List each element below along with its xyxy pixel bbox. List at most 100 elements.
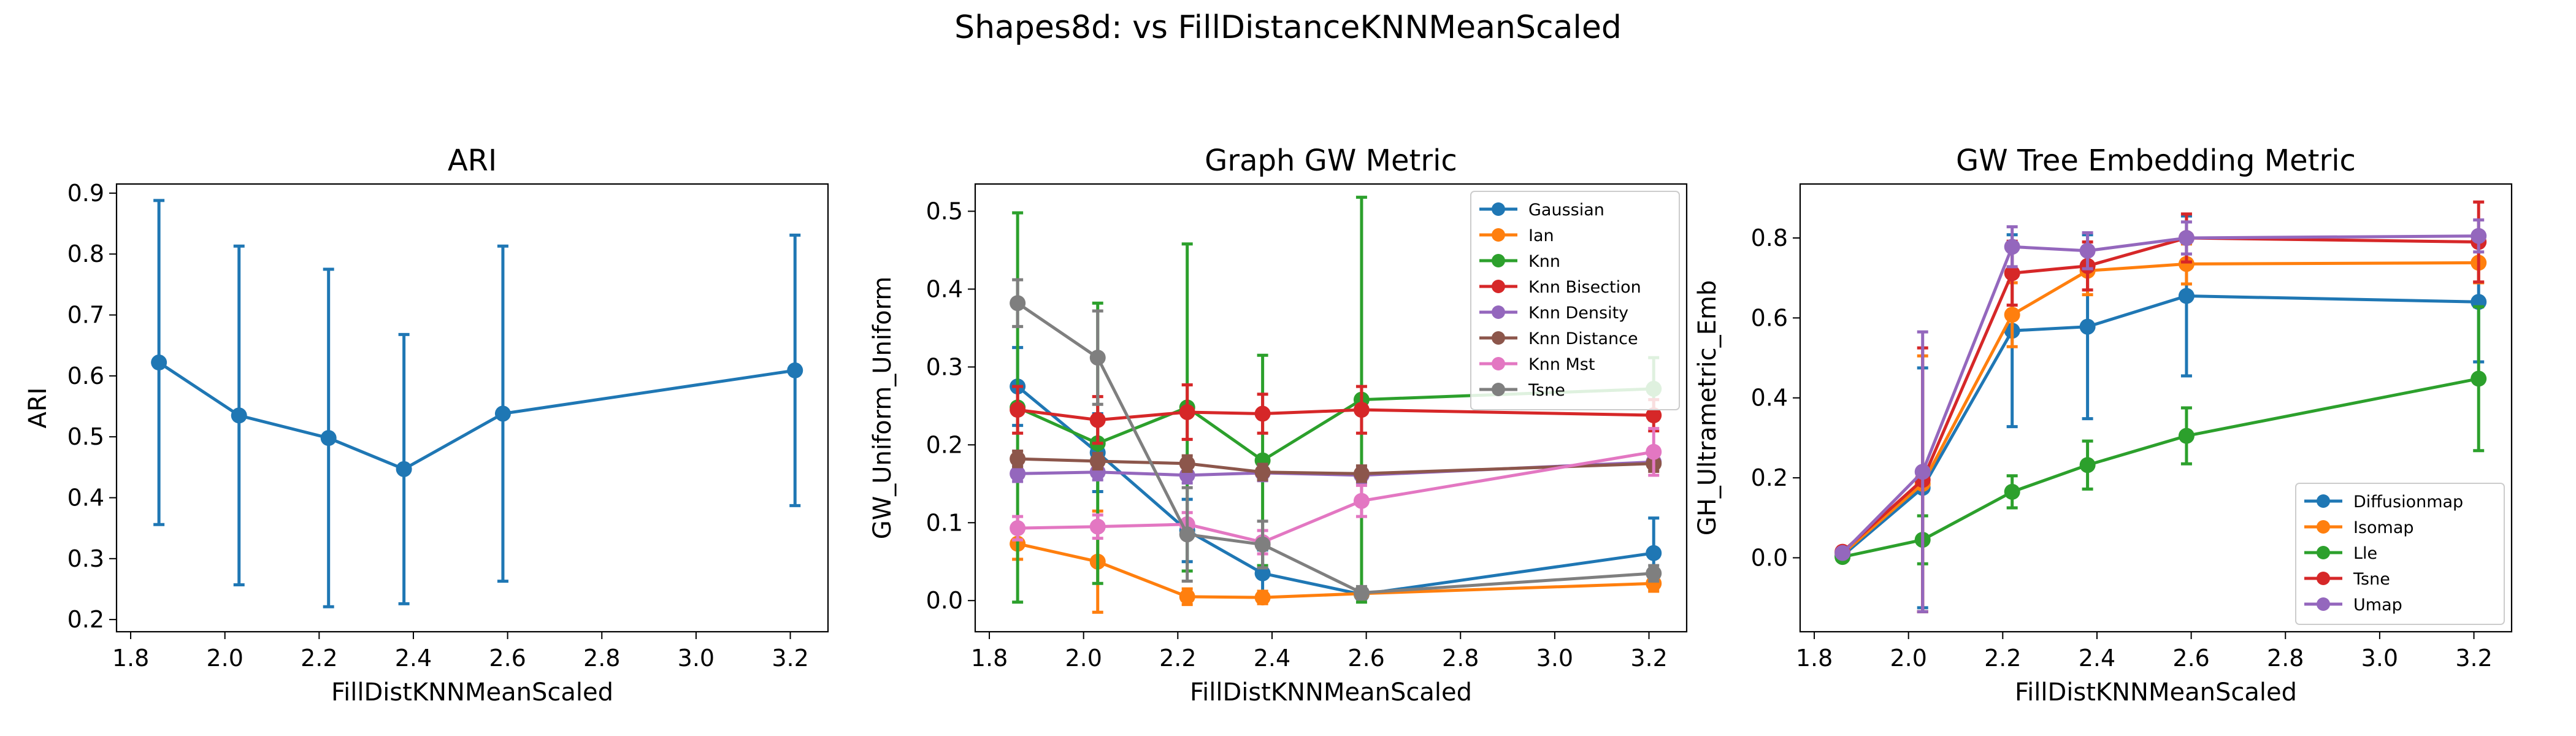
series-line: [1017, 387, 1654, 462]
series-knn-bisection: [1010, 383, 1662, 445]
legend-label: Lle: [2353, 544, 2377, 563]
data-point: [396, 461, 412, 477]
data-point: [1254, 405, 1271, 422]
y-tick-label: 0.4: [67, 484, 104, 511]
legend-label: Gaussian: [1528, 201, 1604, 220]
data-point: [2178, 427, 2195, 444]
y-tick-label: 0.6: [1751, 304, 1788, 331]
y-tick-label: 0.3: [926, 353, 963, 380]
x-tick-label: 3.0: [678, 645, 715, 672]
chart-panel-2: GW Tree Embedding Metric 1.8 2.0 2.2 2.4 2.6 2…: [1693, 144, 2513, 707]
data-point: [1834, 545, 1851, 561]
x-tick-label: 2.0: [206, 645, 243, 672]
legend-label: Knn Bisection: [1528, 278, 1641, 297]
y-tick-label: 0.4: [1751, 385, 1788, 412]
x-tick-label: 1.8: [1796, 645, 1833, 672]
series-line: [1016, 302, 1654, 595]
series-line: [1841, 261, 2479, 555]
data-point: [1010, 451, 1026, 467]
data-point: [1914, 464, 1931, 480]
y-tick-label: 0.7: [67, 302, 104, 329]
legend-label: Isomap: [2353, 518, 2414, 537]
x-tick-label: 3.0: [1536, 645, 1573, 672]
series-line: [1841, 294, 2479, 558]
y-tick-label: 0.8: [1751, 224, 1788, 251]
data-point: [1254, 589, 1271, 606]
data-point: [1254, 464, 1271, 480]
x-tick-label: 2.4: [2079, 645, 2115, 672]
legend: Diffusionmap Isomap Lle Tsne Umap: [2295, 483, 2505, 625]
x-tick-label: 2.0: [1890, 645, 1926, 672]
legend-marker: [2317, 572, 2330, 585]
legend-marker: [1492, 357, 1505, 370]
data-point: [1089, 453, 1106, 469]
x-tick-label: 3.0: [2361, 645, 2398, 672]
y-tick-label: 0.9: [67, 180, 104, 207]
legend-marker: [1492, 228, 1505, 242]
x-tick-label: 2.4: [1254, 645, 1290, 672]
x-tick-label: 2.2: [1984, 645, 2021, 672]
legend-marker: [1492, 305, 1505, 319]
panel-title: GW Tree Embedding Metric: [1956, 144, 2356, 178]
x-tick-label: 2.6: [1347, 645, 1384, 672]
x-tick-label: 3.2: [1630, 645, 1667, 672]
legend-box: [2295, 483, 2505, 625]
y-tick-label: 0.4: [926, 275, 963, 302]
data-point: [1089, 518, 1106, 535]
legend-marker: [1492, 331, 1505, 345]
data-point: [2178, 288, 2195, 304]
y-tick-label: 0.2: [67, 606, 104, 633]
y-axis-label: ARI: [24, 388, 52, 429]
x-tick-label: 2.0: [1065, 645, 1102, 672]
axes-frame: [974, 183, 1688, 633]
x-axis-label: FillDistKNNMeanScaled: [1190, 678, 1472, 707]
x-tick-label: 1.8: [112, 645, 149, 672]
series-line: [158, 361, 795, 471]
series-umap: [1834, 218, 2487, 613]
data-point: [2178, 256, 2195, 272]
data-point: [1010, 402, 1026, 418]
series-line: [1016, 385, 1654, 596]
data-point: [1089, 412, 1106, 428]
x-tick-label: 2.6: [489, 645, 526, 672]
y-tick-label: 0.0: [926, 587, 963, 614]
y-tick-label: 0.8: [67, 240, 104, 267]
legend-label: Knn Mst: [1528, 355, 1595, 374]
data-point: [320, 430, 337, 447]
series-line: [1017, 542, 1654, 599]
y-tick-label: 0.2: [926, 431, 963, 458]
axes-frame: [115, 183, 829, 633]
data-point: [151, 355, 167, 371]
legend-label: Diffusionmap: [2353, 493, 2463, 512]
series-line: [1842, 377, 2479, 559]
series-line: [1841, 234, 2479, 554]
legend: Gaussian Ian Knn Knn Bisection Knn Density Kn…: [1470, 191, 1680, 410]
data-point: [231, 407, 247, 424]
x-tick-label: 2.8: [2267, 645, 2304, 672]
legend-label: Tsne: [2353, 570, 2390, 589]
data-point: [2079, 457, 2096, 473]
y-tick-label: 0.6: [67, 362, 104, 389]
data-point: [2471, 370, 2487, 387]
data-point: [1646, 443, 1662, 460]
data-point: [1010, 466, 1026, 482]
panel-title: ARI: [448, 144, 497, 178]
y-tick-label: 0.1: [926, 509, 963, 536]
y-tick-label: 0.0: [1751, 544, 1788, 571]
x-tick-label: 2.2: [1159, 645, 1196, 672]
legend-label: Knn Distance: [1528, 329, 1638, 348]
series-knn-mst: [1010, 427, 1662, 556]
data-point: [1179, 455, 1195, 472]
data-point: [1179, 588, 1195, 605]
series-line: [1017, 408, 1654, 422]
legend-label: Knn: [1528, 252, 1560, 271]
data-point: [1353, 585, 1370, 601]
legend-label: Ian: [1528, 226, 1554, 245]
chart-panel-1: Graph GW Metric 1.8 2.0 2.2 2.4 2.6 2.8 3.0 3.2 0…: [868, 144, 1688, 707]
data-point: [787, 362, 803, 378]
data-point: [2004, 239, 2020, 255]
x-tick-label: 2.4: [395, 645, 432, 672]
data-point: [2079, 242, 2096, 259]
x-tick-label: 3.2: [772, 645, 808, 672]
